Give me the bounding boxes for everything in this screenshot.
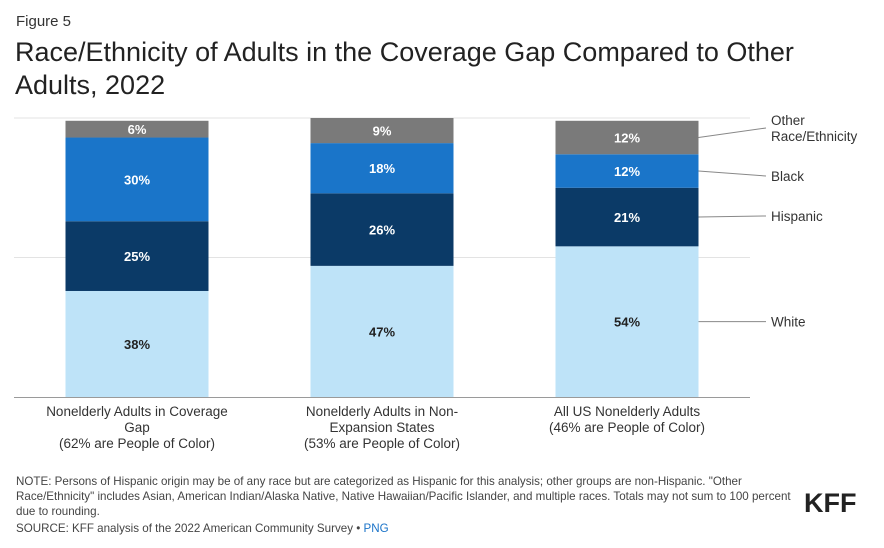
data-label-white: 47% <box>369 324 395 339</box>
stacked-bar-chart: 38% 25% 30% 6% 47% 26% 18% 9% 54% 21% 12% 12% Nonel… <box>14 113 858 451</box>
png-download-link[interactable]: PNG <box>363 522 389 535</box>
data-label-white: 54% <box>614 315 640 330</box>
category-label: (46% are People of Color) <box>549 420 705 435</box>
legend-label-white: White <box>771 315 806 330</box>
data-label-black: 12% <box>614 164 640 179</box>
bar-segment-hispanic <box>65 221 209 291</box>
bar-segment-other <box>555 120 699 155</box>
bar-segment-other <box>310 118 454 144</box>
bar-segment-black <box>310 143 454 194</box>
data-label-black: 30% <box>124 172 150 187</box>
legend-label-black: Black <box>771 169 804 184</box>
leader-line-black <box>698 170 767 177</box>
category-label: Nonelderly Adults in Non- <box>306 404 458 419</box>
bar-segment-other <box>65 120 209 138</box>
bars <box>65 118 699 397</box>
data-label-hispanic: 21% <box>614 210 640 225</box>
data-labels: 38% 25% 30% 6% 47% 26% 18% 9% 54% 21% 12% 12% <box>124 122 640 352</box>
category-label: Gap <box>124 420 150 435</box>
data-label-black: 18% <box>369 161 395 176</box>
source-line: SOURCE: KFF analysis of the 2022 America… <box>16 522 389 535</box>
footnote: NOTE: Persons of Hispanic origin may be … <box>16 475 791 518</box>
figure-label: Figure 5 <box>16 13 72 30</box>
data-label-other: 6% <box>128 122 147 137</box>
bar-segment-white <box>310 265 454 397</box>
bar-segment-black <box>65 137 209 222</box>
kff-logo: KFF <box>804 488 857 518</box>
data-label-white: 38% <box>124 337 150 352</box>
bar-segment-white <box>65 290 209 397</box>
bar-segment-hispanic <box>310 193 454 266</box>
category-label: (53% are People of Color) <box>304 436 460 451</box>
leader-line-hispanic <box>698 215 767 218</box>
data-label-other: 9% <box>373 124 392 139</box>
source-text: SOURCE: KFF analysis of the 2022 America… <box>16 522 361 535</box>
legend-label-other: Other <box>771 113 805 128</box>
data-label-hispanic: 26% <box>369 223 395 238</box>
bar-segment-black <box>555 154 699 188</box>
category-label: All US Nonelderly Adults <box>554 404 701 419</box>
data-label-hispanic: 25% <box>124 249 150 264</box>
category-label: Nonelderly Adults in Coverage <box>46 404 228 419</box>
category-label: Expansion States <box>329 420 434 435</box>
legend-label-other: Race/Ethnicity <box>771 129 858 144</box>
data-label-other: 12% <box>614 131 640 146</box>
bar-segment-hispanic <box>555 187 699 247</box>
chart-title: Race/Ethnicity of Adults in the Coverage… <box>15 37 794 100</box>
legend-label-hispanic: Hispanic <box>771 209 823 224</box>
bar-segment-white <box>555 246 699 397</box>
category-label: (62% are People of Color) <box>59 436 215 451</box>
leader-line-other <box>698 127 767 139</box>
